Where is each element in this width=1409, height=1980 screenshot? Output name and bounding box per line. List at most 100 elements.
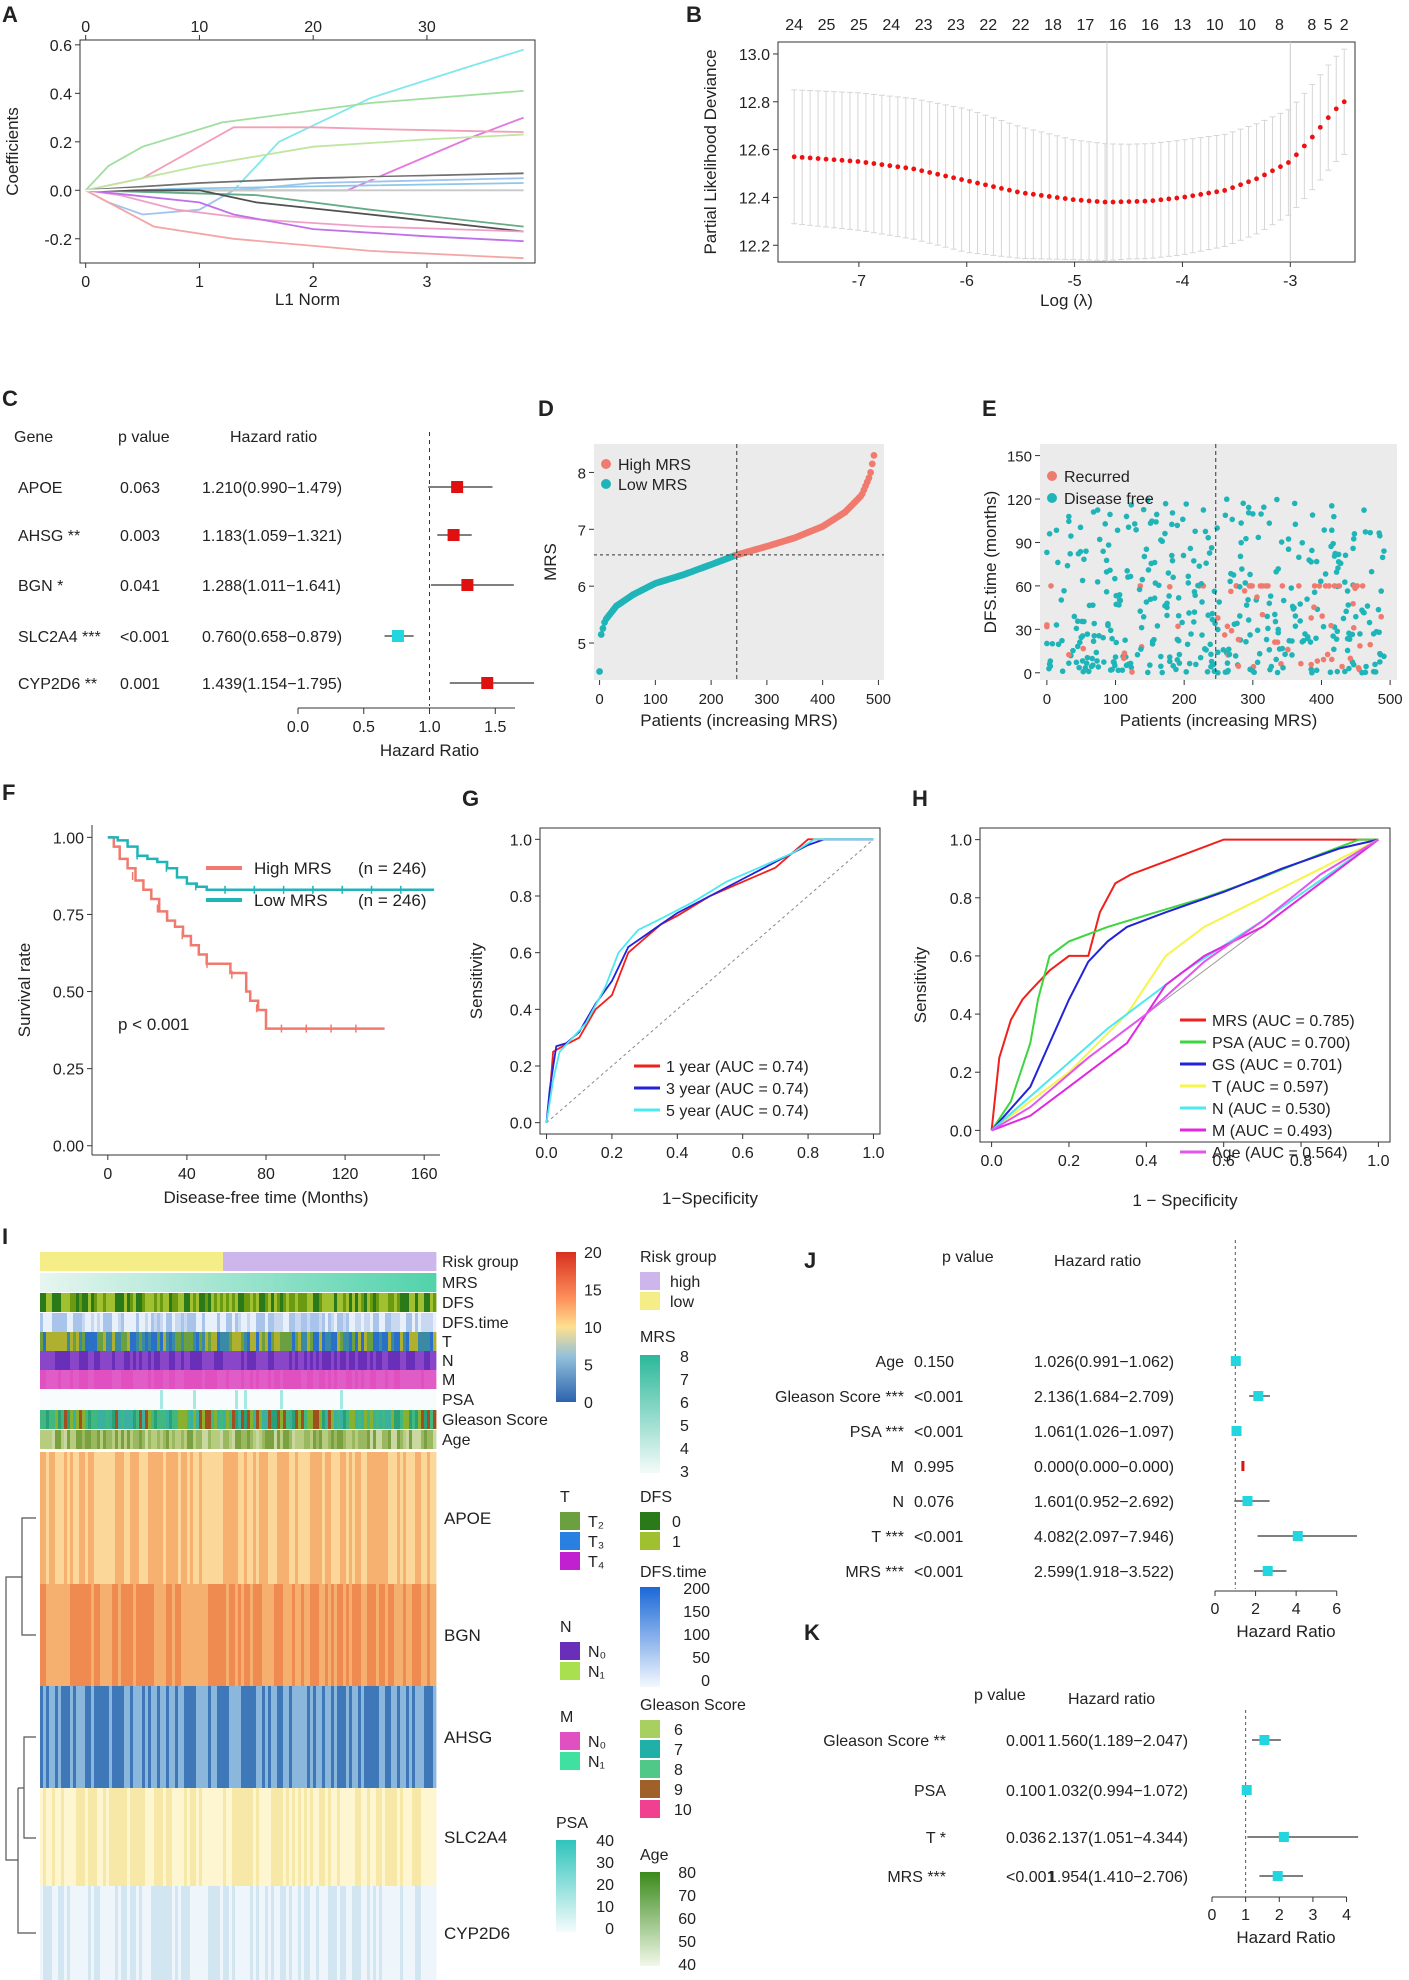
annotation-cell (244, 1273, 248, 1292)
heatmap-cell (403, 1886, 407, 1980)
annotation-cell (286, 1252, 290, 1271)
annotation-cell (106, 1293, 110, 1312)
annotation-cell (214, 1370, 218, 1389)
annotation-cell (190, 1293, 194, 1312)
annotation-cell (226, 1313, 230, 1332)
mean-deviance-point (959, 177, 964, 182)
heatmap-cell (301, 1584, 305, 1686)
heatmap-cell (364, 1686, 368, 1788)
gene-row-label: AHSG (444, 1728, 492, 1747)
annotation-cell (55, 1430, 59, 1449)
heatmap-cell (394, 1886, 398, 1980)
heatmap-cell (121, 1788, 125, 1886)
annotation-cell (151, 1410, 155, 1429)
annotation-cell (166, 1430, 170, 1449)
dfs-point (1335, 551, 1342, 558)
heatmap-cell (205, 1686, 209, 1788)
dfs-point (1342, 552, 1349, 559)
heatmap-cell (73, 1788, 77, 1886)
annotation-cell (58, 1273, 62, 1292)
heatmap-cell (166, 1686, 170, 1788)
annotation-cell (346, 1410, 350, 1429)
heatmap-cell (379, 1452, 383, 1584)
heatmap-cell (391, 1886, 395, 1980)
annotation-cell (277, 1252, 281, 1271)
heatmap-cell (406, 1584, 410, 1686)
annotation-cell (277, 1273, 281, 1292)
dfs-point (1162, 500, 1169, 507)
variable-name: Gleason Score *** (775, 1389, 904, 1406)
dfs-point (1197, 654, 1204, 661)
annotation-cell (421, 1252, 425, 1271)
dfs-point (1351, 531, 1358, 537)
y-tick-label: 0.6 (50, 38, 72, 55)
annotation-cell (85, 1390, 89, 1409)
variable-name: M (891, 1459, 904, 1476)
hr-marker (461, 579, 474, 591)
annotation-cell (148, 1390, 152, 1409)
dfs-point (1180, 552, 1187, 559)
annotation-cell (82, 1351, 86, 1370)
annotation-cell (112, 1370, 116, 1389)
annotation-cell (139, 1390, 143, 1409)
heatmap-cell (226, 1584, 230, 1686)
annotation-cell (187, 1390, 191, 1409)
annotation-cell (217, 1370, 221, 1389)
dfs-point (1091, 620, 1098, 627)
heatmap-cell (256, 1788, 260, 1886)
heatmap-cell (370, 1788, 374, 1886)
annotation-cell (265, 1351, 269, 1370)
annotation-cell (169, 1370, 173, 1389)
annotation-cell (169, 1390, 173, 1409)
annotation-cell (100, 1332, 104, 1351)
dfs-point (1375, 606, 1382, 613)
heatmap-cell (322, 1686, 326, 1788)
heatmap-cell (154, 1452, 158, 1584)
annotation-cell (340, 1313, 344, 1332)
mean-deviance-point (887, 163, 893, 169)
annotation-cell (319, 1410, 323, 1429)
annotation-cell (295, 1351, 299, 1370)
y-tick-label: 150 (1007, 449, 1032, 466)
annotation-cell (193, 1370, 197, 1389)
heatmap-cell (160, 1584, 164, 1686)
dfs-point (1353, 613, 1359, 620)
dfs-point (1308, 559, 1314, 565)
annotation-cell (196, 1252, 200, 1271)
heatmap-cell (310, 1452, 314, 1584)
annotation-cell (271, 1370, 275, 1389)
annotation-cell (349, 1273, 353, 1292)
heatmap-cell (142, 1686, 146, 1788)
annotation-cell (361, 1252, 365, 1271)
annotation-cell (352, 1410, 356, 1429)
annotation-cell (121, 1273, 125, 1292)
annotation-cell (328, 1370, 332, 1389)
annotation-cell (76, 1313, 80, 1332)
annotation-cell (175, 1273, 179, 1292)
dfs-point (1215, 615, 1221, 621)
annotation-cell (244, 1410, 248, 1429)
legend-swatch (560, 1642, 580, 1660)
annotation-cell (193, 1293, 197, 1312)
heatmap-cell (385, 1584, 389, 1686)
heatmap-cell (211, 1686, 215, 1788)
heatmap-cell (118, 1886, 122, 1980)
annotation-cell (382, 1332, 386, 1351)
annotation-cell (418, 1410, 422, 1429)
annotation-cell (334, 1370, 338, 1389)
annotation-cell (415, 1370, 419, 1389)
heatmap-cell (46, 1788, 50, 1886)
legend-label: MRS (AUC = 0.785) (1212, 1013, 1355, 1030)
annotation-cell (145, 1410, 149, 1429)
heatmap-cell (325, 1788, 329, 1886)
heatmap-cell (268, 1686, 272, 1788)
y-tick-label: 7 (578, 522, 586, 539)
annotation-cell (214, 1390, 218, 1409)
heatmap-cell (349, 1452, 353, 1584)
dfs-point (1296, 554, 1302, 561)
annotation-cell (232, 1332, 236, 1351)
y-tick-label: 13.0 (739, 47, 770, 64)
annotation-cell (247, 1313, 251, 1332)
annotation-cell (178, 1390, 182, 1409)
heatmap-cell (337, 1686, 341, 1788)
